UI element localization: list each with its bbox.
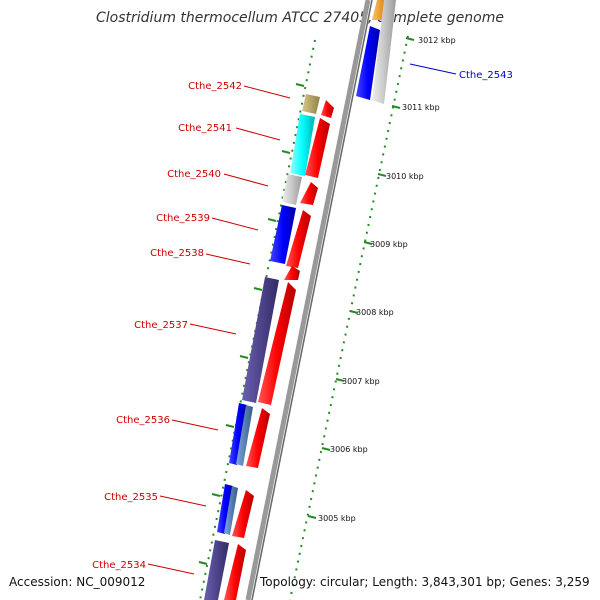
gene-label-cthe-2541[interactable]: Cthe_2541 xyxy=(178,123,232,134)
cds-red-forward xyxy=(258,282,296,405)
cds-red-forward xyxy=(224,544,246,600)
cds-red-forward xyxy=(246,408,270,468)
scale-tick-label: 3010 kbp xyxy=(386,172,424,181)
scale-tick-label: 3005 kbp xyxy=(318,514,356,523)
cds-blue xyxy=(270,205,296,264)
cds-red-forward xyxy=(321,100,334,118)
cds-gray xyxy=(282,174,302,205)
gene-label-cthe-2537[interactable]: Cthe_2537 xyxy=(134,320,188,331)
cds-gray-top xyxy=(372,0,396,104)
cds-red-forward xyxy=(286,210,311,268)
scale-tick-label: 3011 kbp xyxy=(402,103,440,112)
topology-text: Topology: circular; Length: 3,843,301 bp… xyxy=(260,575,590,589)
cds-slate xyxy=(204,540,229,600)
genome-backbone-shadow xyxy=(251,0,373,600)
scale-tick-label: 3007 kbp xyxy=(342,377,380,386)
gene-label-cthe-2540[interactable]: Cthe_2540 xyxy=(167,169,221,180)
cds-steel xyxy=(224,486,238,535)
cds-cyan xyxy=(290,114,315,176)
scale-tick-label: 3006 kbp xyxy=(330,445,368,454)
scale-major-ticks xyxy=(307,37,415,519)
gene-label-cthe-2543[interactable]: Cthe_2543 xyxy=(459,70,513,81)
cds-red-forward xyxy=(232,490,254,538)
scale-tick-label: 3012 kbp xyxy=(418,36,456,45)
scale-tick-label: 3009 kbp xyxy=(370,240,408,249)
gene-label-cthe-2538[interactable]: Cthe_2538 xyxy=(150,248,204,259)
scale-tick-label: 3008 kbp xyxy=(356,308,394,317)
cds-blue xyxy=(217,484,233,534)
cds-steel xyxy=(236,405,253,466)
cds-tan xyxy=(302,94,320,114)
map-title: Clostridium thermocellum ATCC 27405, com… xyxy=(96,10,504,26)
inner-major-ticks xyxy=(198,83,305,565)
gene-label-cthe-2536[interactable]: Cthe_2536 xyxy=(116,415,170,426)
cds-red-forward xyxy=(305,118,330,178)
cds-slate xyxy=(242,277,279,403)
cds-red-forward xyxy=(300,182,318,205)
label-connectors xyxy=(147,63,457,575)
genome-backbone xyxy=(245,0,371,600)
gene-label-cthe-2539[interactable]: Cthe_2539 xyxy=(156,213,210,224)
outer-scale-track xyxy=(289,35,409,600)
cds-red-forward xyxy=(284,266,300,280)
accession-text: Accession: NC_009012 xyxy=(9,575,146,589)
gene-label-cthe-2535[interactable]: Cthe_2535 xyxy=(104,492,158,503)
gene-label-cthe-2534[interactable]: Cthe_2534 xyxy=(92,560,146,571)
cds-blue xyxy=(229,403,247,465)
cds-blue-top xyxy=(356,26,380,100)
gene-label-cthe-2542[interactable]: Cthe_2542 xyxy=(188,81,242,92)
